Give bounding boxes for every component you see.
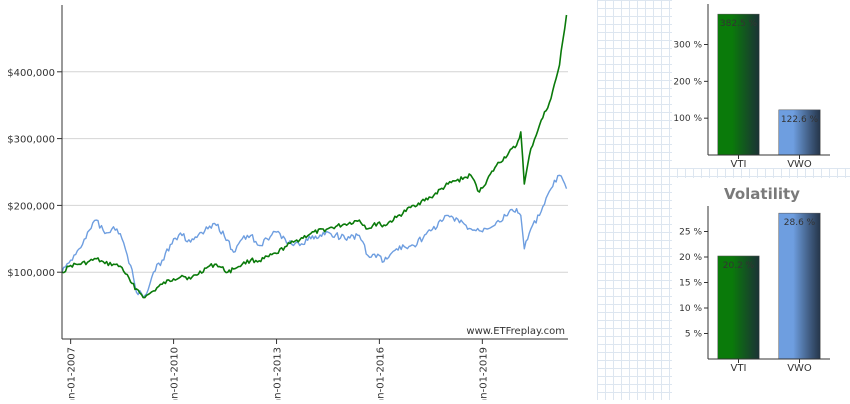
return-bar-vwo bbox=[778, 109, 821, 156]
volatility-y-tick-label: 25 % bbox=[679, 228, 702, 238]
return-chart-panel: 100 % 200 % 300 % 382.5 % VTI 122.6 % VWO bbox=[672, 0, 850, 170]
return-bars: 382.5 % VTI 122.6 % VWO bbox=[717, 13, 821, 170]
volatility-title: Volatility bbox=[724, 185, 800, 203]
main-y-tick-label: $300,000 bbox=[7, 135, 55, 146]
volatility-y-tick-label: 20 % bbox=[679, 253, 702, 263]
growth-chart-panel: $100,000 $200,000 $300,000 $400,000 Jan-01-… bbox=[7, 5, 568, 404]
watermark-text: www.ETFreplay.com bbox=[466, 326, 565, 337]
main-x-tick-label: Jan-01-2019 bbox=[478, 347, 489, 400]
main-y-axis-ticks: $100,000 $200,000 $300,000 $400,000 bbox=[7, 68, 62, 279]
volatility-bars: 20.2 % VTI 28.6 % VWO bbox=[717, 212, 821, 374]
return-bar-chart: 100 % 200 % 300 % 382.5 % VTI 122.6 % VWO bbox=[673, 4, 830, 170]
main-y-tick-label: $200,000 bbox=[7, 201, 55, 212]
volatility-y-tick-label: 15 % bbox=[679, 279, 702, 289]
volatility-category-label: VTI bbox=[731, 363, 747, 374]
return-y-axis-ticks: 100 % 200 % 300 % bbox=[673, 41, 708, 124]
main-series-lines bbox=[61, 14, 568, 299]
return-value-label: 382.5 % bbox=[720, 19, 758, 29]
return-category-label: VWO bbox=[787, 159, 812, 168]
return-y-tick-label: 300 % bbox=[673, 41, 702, 51]
growth-line-chart: $100,000 $200,000 $300,000 $400,000 Jan-01-… bbox=[7, 5, 568, 404]
return-category-label: VTI bbox=[731, 159, 747, 168]
series-line-vwo bbox=[61, 174, 568, 298]
return-y-tick-label: 200 % bbox=[673, 77, 702, 87]
main-x-tick-label: Jan-01-2010 bbox=[170, 347, 181, 400]
volatility-chart-panel: Volatility 5 % 10 % 15 % 20 % 25 % 20.2 % VTI… bbox=[672, 178, 850, 400]
volatility-bar-vti bbox=[717, 255, 760, 360]
main-x-tick-label: Jan-01-2007 bbox=[67, 347, 78, 400]
return-value-label: 122.6 % bbox=[781, 115, 819, 125]
volatility-y-tick-label: 10 % bbox=[679, 304, 702, 314]
return-bar-vti bbox=[717, 13, 760, 156]
volatility-y-axis-ticks: 5 % 10 % 15 % 20 % 25 % bbox=[679, 228, 708, 340]
volatility-category-label: VWO bbox=[787, 363, 812, 374]
volatility-bar-vwo bbox=[778, 212, 821, 360]
volatility-value-label: 28.6 % bbox=[784, 218, 816, 228]
volatility-value-label: 20.2 % bbox=[723, 261, 755, 271]
main-x-tick-label: Jan-01-2013 bbox=[273, 347, 284, 400]
main-y-tick-label: $400,000 bbox=[7, 68, 55, 79]
main-y-tick-label: $100,000 bbox=[7, 268, 55, 279]
series-line-vti bbox=[61, 14, 568, 299]
main-gridlines bbox=[62, 71, 568, 273]
volatility-bar-chart: Volatility 5 % 10 % 15 % 20 % 25 % 20.2 % VTI… bbox=[679, 185, 830, 374]
main-x-tick-label: Jan-01-2016 bbox=[375, 347, 386, 400]
return-y-tick-label: 100 % bbox=[673, 114, 702, 124]
volatility-y-tick-label: 5 % bbox=[685, 330, 703, 340]
main-x-axis-ticks: Jan-01-2007 Jan-01-2010 Jan-01-2013 Jan-01-… bbox=[67, 339, 489, 404]
